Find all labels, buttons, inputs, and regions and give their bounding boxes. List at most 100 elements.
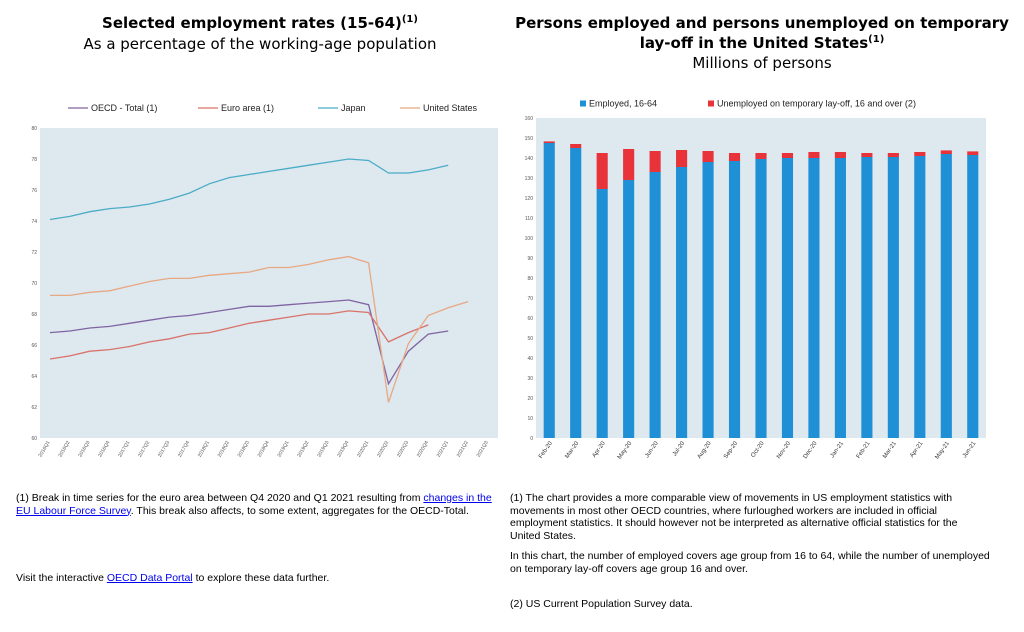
employment-rates-line-chart: 60 62 64 66 68 70 72 74 76 78 80 2016Q1 2016Q2 2016Q3… [31,103,498,459]
x-tick-label: Aug-20 [697,440,713,460]
y-tick-label: 150 [525,136,534,142]
bar-segment [623,180,635,438]
x-tick-label: 2019Q4 [336,440,350,459]
bar-segment [623,149,635,180]
left-visit-note: Visit the interactive OECD Data Portal t… [16,572,330,584]
bar-segment [755,153,767,159]
right-chart-subtitle: Millions of persons [692,54,832,72]
bar-segment [676,150,688,167]
y-tick-label: 64 [31,374,37,380]
bar-segment [728,161,741,438]
bar-segment [781,158,794,438]
y-tick-label: 62 [31,405,37,411]
bar-segment [543,141,555,143]
x-tick-label: Mar-21 [882,440,898,460]
bar-segment [781,153,794,158]
bar-segment [861,153,873,157]
bar-segment [887,157,899,438]
y-tick-label: 66 [31,343,37,349]
series-line [50,255,469,403]
x-tick-label: Apr-20 [592,440,608,459]
y-tick-label: 80 [31,126,37,132]
y-tick-label: 78 [31,157,37,163]
bar-segment [649,151,661,172]
bar-segment [570,148,582,438]
bar-segment [676,167,688,438]
bar-segment [596,153,608,189]
right-chart-title-block: Persons employed and persons unemployed … [512,14,1012,72]
us-employed-bar-chart: 0 10 20 30 40 50 60 70 80 90 100 110 120 130 140 150 160… [525,99,986,461]
x-tick-label: Jun-21 [962,440,978,459]
bar-segment [940,150,952,154]
bar-segment [596,189,608,438]
y-tick-label: 0 [530,436,533,442]
x-tick-label: 2019Q2 [296,440,310,459]
legend-label: Employed, 16-64 [589,99,657,109]
legend-swatch [708,100,714,107]
x-tick-label: 2021Q1 [436,440,450,459]
right-footnote-1: (1) The chart provides a more comparable… [510,492,958,542]
right-footnote-3: (2) US Current Population Survey data. [510,598,693,610]
x-tick-label: 2020Q1 [356,440,370,459]
series-line [49,158,449,221]
bar-segment [940,154,952,438]
bar-segment [543,143,555,438]
x-tick-label: 2020Q4 [416,440,430,459]
x-tick-label: 2017Q4 [177,440,191,459]
legend-label: Japan [341,103,366,113]
bar-segment [570,144,582,148]
bar-segment [702,151,714,162]
y-tick-label: 40 [527,356,533,362]
left-chart-title-block: Selected employment rates (15-64)(1) As … [20,14,500,53]
legend-swatch [580,100,586,107]
x-tick-label: Jan-21 [830,440,846,459]
bar-segment [967,151,979,155]
bar-segment [808,158,820,438]
y-tick-label: 50 [527,336,533,342]
x-tick-label: Feb-20 [538,440,554,460]
plot-area [40,128,498,438]
bar-segment [967,155,979,438]
legend-label: Euro area (1) [221,103,274,113]
right-chart-title-line2: lay-off in the United States(1) [639,34,885,52]
x-tick-label: 2021Q3 [476,440,490,459]
x-tick-label: Apr-21 [909,440,925,459]
y-tick-label: 140 [525,156,534,162]
x-tick-label: 2016Q1 [38,440,52,459]
y-tick-label: 20 [527,396,533,402]
x-tick-label: May-20 [617,440,634,460]
x-tick-label: 2016Q4 [97,440,111,459]
x-tick-label: 2017Q1 [117,440,131,459]
bar-segment [834,152,846,158]
y-tick-label: 90 [527,256,533,262]
x-tick-label: 2018Q1 [197,440,211,459]
x-tick-label: Jul-20 [672,440,687,457]
x-tick-label: 2017Q2 [137,440,151,459]
y-tick-label: 70 [31,281,37,287]
x-tick-label: 2021Q2 [456,440,470,459]
x-tick-label: 2016Q3 [77,440,91,459]
y-tick-label: 70 [527,296,533,302]
x-tick-label: 2019Q1 [277,440,291,459]
bar-segment [914,156,926,438]
y-tick-label: 74 [31,219,37,225]
legend-label: United States [423,103,478,113]
y-tick-label: 68 [31,312,37,318]
x-tick-label: Feb-21 [856,440,872,460]
y-tick-label: 80 [527,276,533,282]
right-chart-title-line1: Persons employed and persons unemployed … [515,14,1009,32]
x-tick-label: Dec-20 [803,440,819,460]
y-tick-label: 30 [527,376,533,382]
x-tick-label: 2018Q3 [237,440,251,459]
x-tick-label: Jun-20 [644,440,660,459]
bar-segment [702,162,714,438]
x-tick-label: 2020Q3 [396,440,410,459]
x-tick-label: 2016Q2 [58,440,72,459]
x-tick-label: May-21 [935,440,952,460]
eu-lfs-changes-link[interactable]: changes in the EU Labour Force Survey [16,492,492,517]
bar-segment [914,152,926,156]
legend-label: Unemployed on temporary lay-off, 16 and … [717,99,916,109]
x-tick-label: 2018Q2 [217,440,231,459]
oecd-data-portal-link[interactable]: OECD Data Portal [106,572,193,584]
bar-segment [728,153,741,161]
